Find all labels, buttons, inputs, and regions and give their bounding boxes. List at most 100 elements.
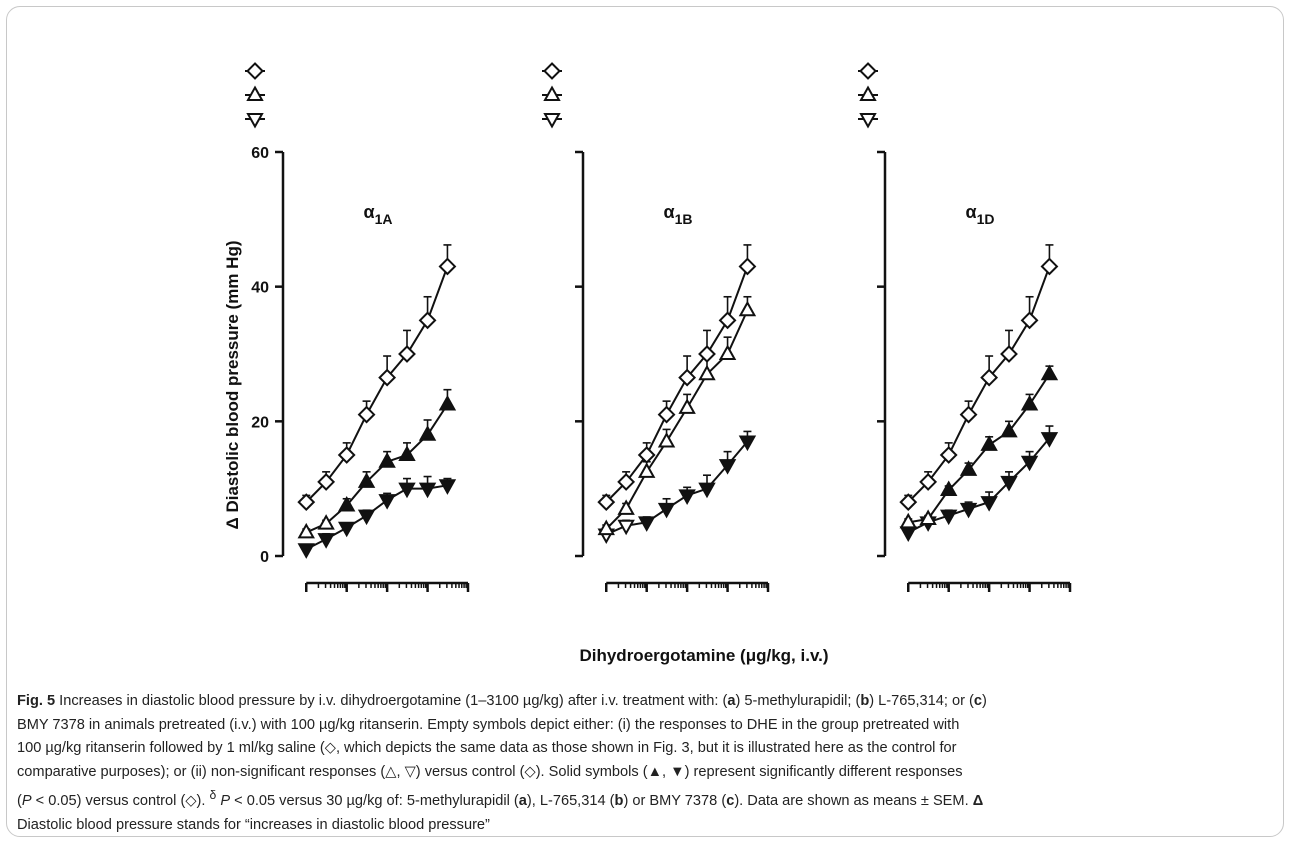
y-axis-label: Δ Diastolic blood pressure (mm Hg) <box>223 241 242 530</box>
marker-diamond <box>378 368 397 387</box>
marker-triangle-down <box>317 533 335 549</box>
marker-triangle-up <box>398 445 416 461</box>
caption-segment: ) L-765,314; or ( <box>869 693 974 709</box>
y-tick-label: 0 <box>260 549 269 566</box>
marker-triangle-up <box>899 512 917 529</box>
marker-diamond <box>899 493 918 512</box>
marker-triangle-up <box>657 431 676 448</box>
marker-triangle-down <box>438 479 457 495</box>
marker-triangle-down <box>959 502 978 519</box>
marker-diamond <box>919 473 938 491</box>
marker-diamond <box>1020 311 1039 330</box>
caption-line: Diastolic blood pressure stands for “inc… <box>17 814 1279 838</box>
marker-triangle-up <box>1020 394 1039 411</box>
marker-triangle-up <box>939 480 958 497</box>
subtype-title: α1B <box>664 202 693 227</box>
caption-segment: < 0.05 versus 30 µg/kg of: 5-methylurapi… <box>230 793 519 810</box>
marker-triangle-down <box>357 509 376 526</box>
caption-line: BMY 7378 in animals pretreated (i.v.) wi… <box>17 714 1279 738</box>
y-tick-label: 40 <box>251 280 269 297</box>
series-triangle-up <box>597 295 757 536</box>
marker-triangle-down <box>738 435 757 452</box>
marker-triangle-up <box>980 435 998 451</box>
caption-segment: BMY 7378 in animals pretreated (i.v.) wi… <box>17 716 960 733</box>
marker-triangle-down <box>337 521 356 538</box>
marker-diamond <box>398 345 416 363</box>
marker-triangle-up <box>1000 421 1018 438</box>
legend-entry <box>245 62 265 80</box>
marker-diamond <box>297 493 316 512</box>
marker-triangle-down <box>637 516 656 532</box>
marker-triangle-down <box>378 494 396 510</box>
legend-entry <box>542 85 562 101</box>
marker-diamond <box>939 446 958 464</box>
marker-triangle-down <box>859 113 877 129</box>
marker-triangle-down <box>678 489 696 505</box>
panel-a: α1A 0 20 40 60 <box>245 62 470 592</box>
legend-entry <box>542 113 562 129</box>
legend-entry <box>542 62 562 80</box>
subtype-title-subscript: 1D <box>977 211 995 227</box>
marker-diamond <box>1040 257 1059 276</box>
legend-entry <box>858 85 878 101</box>
marker-diamond <box>317 473 336 491</box>
marker-diamond <box>959 405 978 424</box>
marker-triangle-up <box>698 364 716 381</box>
marker-diamond <box>357 405 376 424</box>
marker-diamond <box>980 368 999 387</box>
marker-triangle-up <box>959 460 978 476</box>
caption-segment: ) <box>982 693 987 709</box>
marker-triangle-up <box>418 425 437 441</box>
marker-triangle-down <box>698 482 716 499</box>
caption-segment: ). Data are shown as means ± SEM. <box>734 793 973 810</box>
marker-triangle-up <box>617 499 635 515</box>
series-triangle-up <box>297 388 457 539</box>
marker-diamond <box>597 493 616 512</box>
series-diamond-open <box>297 244 457 512</box>
caption-line: comparative purposes); or (ii) non-signi… <box>17 761 1279 785</box>
marker-triangle-down <box>1040 432 1059 448</box>
legend <box>542 62 562 129</box>
x-axis <box>907 581 1072 592</box>
marker-triangle-up <box>438 394 457 411</box>
marker-triangle-down <box>899 526 917 542</box>
caption-segment: c <box>726 793 735 810</box>
legend-entry <box>858 113 878 129</box>
marker-diamond <box>657 405 676 424</box>
marker-triangle-up <box>297 522 315 539</box>
marker-triangle-up <box>246 85 264 101</box>
subtype-title-symbol: α <box>364 202 375 222</box>
caption-segment: P <box>216 793 231 810</box>
marker-triangle-down <box>297 543 315 559</box>
marker-triangle-up <box>919 509 937 525</box>
legend-entry <box>245 85 265 101</box>
caption-line: (P < 0.05) versus control (◇). δ P < 0.0… <box>17 784 1279 813</box>
panel-b: α1B <box>542 62 770 592</box>
caption-segment: ) 5-methylurapidil; ( <box>735 693 861 709</box>
series-line <box>305 403 449 534</box>
marker-triangle-down <box>718 459 737 475</box>
caption-segment: a <box>518 793 527 810</box>
caption-segment: δ <box>209 788 217 803</box>
marker-triangle-up <box>859 85 877 101</box>
caption-segment: comparative purposes); or (ii) non-signi… <box>17 763 963 780</box>
marker-triangle-down <box>1020 455 1039 472</box>
y-tick-label: 60 <box>251 145 269 162</box>
marker-triangle-down <box>939 509 958 526</box>
series-diamond-open <box>597 244 757 512</box>
marker-triangle-down <box>246 113 264 129</box>
y-axis: 0 20 40 60 <box>251 145 285 566</box>
marker-triangle-down <box>617 519 635 536</box>
marker-diamond <box>678 368 697 387</box>
caption-segment: ), L-765,314 ( <box>526 793 615 810</box>
marker-triangle-up <box>718 344 737 360</box>
marker-diamond <box>859 62 877 80</box>
marker-diamond <box>337 446 356 464</box>
series-line <box>305 266 449 503</box>
marker-triangle-up <box>738 300 757 317</box>
caption-line: Fig. 5 Increases in diastolic blood pres… <box>17 690 1279 714</box>
marker-triangle-down <box>543 113 561 129</box>
marker-triangle-up <box>357 472 376 488</box>
marker-diamond <box>698 345 716 363</box>
marker-triangle-up <box>597 519 615 536</box>
